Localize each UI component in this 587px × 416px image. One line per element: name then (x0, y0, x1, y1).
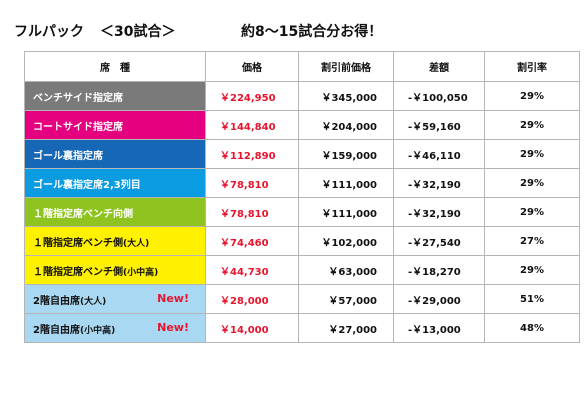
diff-cell: -￥29,000 (393, 284, 485, 314)
price-cell: ￥28,000 (205, 284, 299, 314)
seat-note: (小中高) (123, 267, 159, 278)
rate-cell: 29% (484, 110, 580, 140)
list-price-cell: ￥57,000 (298, 284, 394, 314)
list-price-cell: ￥63,000 (298, 255, 394, 285)
header-diff: 差額 (393, 51, 485, 82)
seat-name: ゴール裏指定席 (33, 150, 103, 162)
new-badge: New! (157, 320, 189, 334)
table-row: コートサイド指定席 ￥144,840 ￥204,000 -￥59,160 29% (24, 110, 580, 140)
table-row: New! 2階自由席(小中高) ￥14,000 ￥27,000 -￥13,000 48% (24, 313, 580, 343)
seat-note: (大人) (79, 296, 107, 307)
price-cell: ￥224,950 (205, 81, 299, 111)
header-seat: 席 種 (24, 51, 206, 82)
seat-name: １階指定席ベンチ側 (33, 237, 123, 249)
list-price-cell: ￥111,000 (298, 168, 394, 198)
header-rate: 割引率 (484, 51, 580, 82)
rate-cell: 29% (484, 197, 580, 227)
seat-type-cell: １階指定席ベンチ側(小中高) (24, 255, 206, 285)
header-price: 価格 (205, 51, 299, 82)
seat-type-cell: ゴール裏指定席 (24, 139, 206, 169)
rate-cell: 29% (484, 139, 580, 169)
diff-cell: -￥32,190 (393, 197, 485, 227)
seat-type-cell: ベンチサイド指定席 (24, 81, 206, 111)
seat-type-cell: New! 2階自由席(小中高) (24, 313, 206, 343)
table-row: １階指定席ベンチ側(小中高) ￥44,730 ￥63,000 -￥18,270 29% (24, 255, 580, 285)
diff-cell: -￥59,160 (393, 110, 485, 140)
seat-name: コートサイド指定席 (33, 121, 123, 133)
table-row: ゴール裏指定席 ￥112,890 ￥159,000 -￥46,110 29% (24, 139, 580, 169)
seat-type-cell: コートサイド指定席 (24, 110, 206, 140)
price-cell: ￥78,810 (205, 168, 299, 198)
seat-name: １階指定席ベンチ向側 (33, 208, 133, 220)
list-price-cell: ￥345,000 (298, 81, 394, 111)
header-list-price: 割引前価格 (298, 51, 394, 82)
match-count: ＜30試合＞ (100, 24, 176, 40)
list-price-cell: ￥102,000 (298, 226, 394, 256)
price-cell: ￥14,000 (205, 313, 299, 343)
table-row: １階指定席ベンチ向側 ￥78,810 ￥111,000 -￥32,190 29% (24, 197, 580, 227)
table-row: １階指定席ベンチ側(大人) ￥74,460 ￥102,000 -￥27,540 27% (24, 226, 580, 256)
seat-type-cell: New! 2階自由席(大人) (24, 284, 206, 314)
list-price-cell: ￥204,000 (298, 110, 394, 140)
seat-type-cell: １階指定席ベンチ向側 (24, 197, 206, 227)
rate-cell: 29% (484, 81, 580, 111)
new-badge: New! (157, 291, 189, 305)
rate-cell: 29% (484, 168, 580, 198)
seat-name: ゴール裏指定席2,3列目 (33, 179, 141, 191)
deal-text: 約8〜15試合分お得！ (241, 24, 383, 40)
seat-note: (小中高) (79, 325, 116, 336)
seat-type-cell: ゴール裏指定席2,3列目 (24, 168, 206, 198)
rate-cell: 51% (484, 284, 580, 314)
pricing-table: 席 種 価格 割引前価格 差額 割引率 ベンチサイド指定席 ￥224,950 ￥34… (24, 51, 580, 343)
page-heading: フルパック ＜30試合＞ 約8〜15試合分お得！ (14, 22, 574, 42)
seat-name: 2階自由席 (33, 324, 80, 336)
seat-name: １階指定席ベンチ側 (33, 266, 123, 278)
diff-cell: -￥27,540 (393, 226, 485, 256)
table-row: ゴール裏指定席2,3列目 ￥78,810 ￥111,000 -￥32,190 29% (24, 168, 580, 198)
list-price-cell: ￥111,000 (298, 197, 394, 227)
diff-cell: -￥32,190 (393, 168, 485, 198)
seat-note: (大人) (123, 238, 150, 249)
price-cell: ￥78,810 (205, 197, 299, 227)
diff-cell: -￥100,050 (393, 81, 485, 111)
list-price-cell: ￥159,000 (298, 139, 394, 169)
seat-name: ベンチサイド指定席 (33, 92, 123, 104)
diff-cell: -￥46,110 (393, 139, 485, 169)
table-header-row: 席 種 価格 割引前価格 差額 割引率 (24, 51, 580, 82)
seat-name: 2階自由席 (33, 295, 80, 307)
price-cell: ￥112,890 (205, 139, 299, 169)
list-price-cell: ￥27,000 (298, 313, 394, 343)
seat-type-cell: １階指定席ベンチ側(大人) (24, 226, 206, 256)
table-row: ベンチサイド指定席 ￥224,950 ￥345,000 -￥100,050 29% (24, 81, 580, 111)
plan-name: フルパック (14, 24, 84, 40)
price-cell: ￥144,840 (205, 110, 299, 140)
diff-cell: -￥13,000 (393, 313, 485, 343)
diff-cell: -￥18,270 (393, 255, 485, 285)
rate-cell: 48% (484, 313, 580, 343)
price-cell: ￥44,730 (205, 255, 299, 285)
price-cell: ￥74,460 (205, 226, 299, 256)
rate-cell: 29% (484, 255, 580, 285)
rate-cell: 27% (484, 226, 580, 256)
table-row: New! 2階自由席(大人) ￥28,000 ￥57,000 -￥29,000 51% (24, 284, 580, 314)
